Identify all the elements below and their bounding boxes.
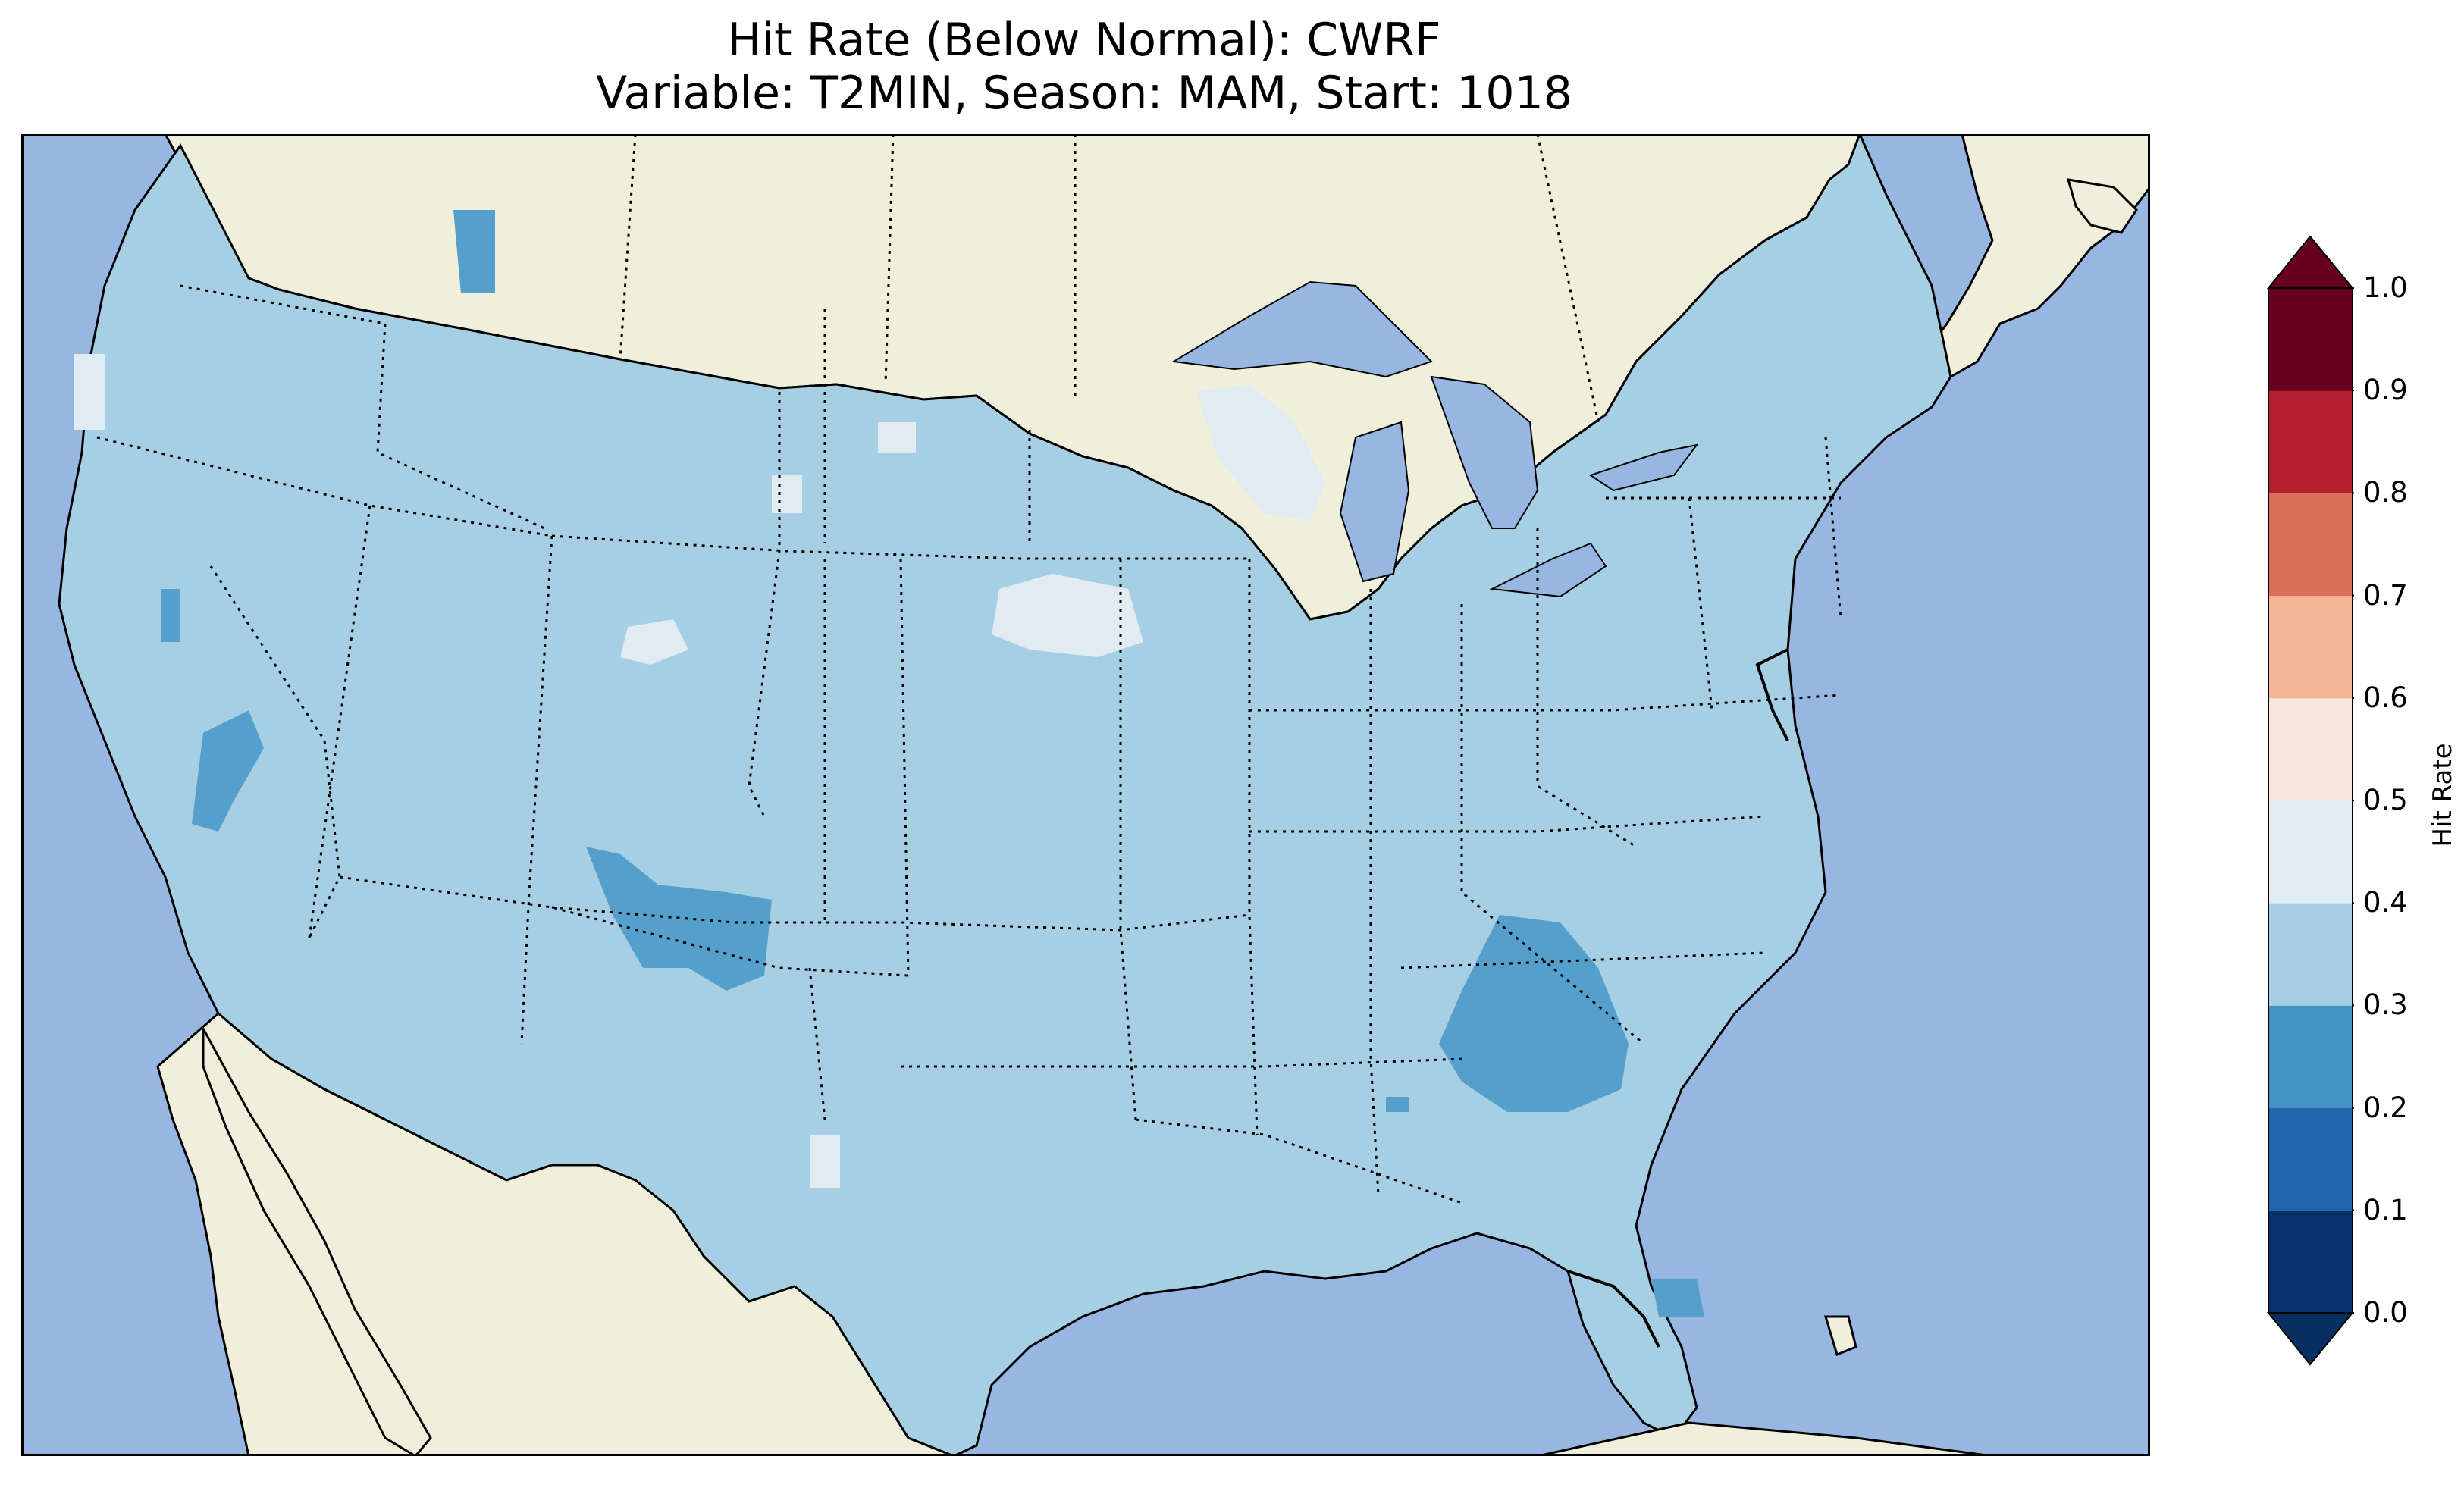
map-subtitle: Variable: T2MIN, Season: MAM, Start: 101…	[596, 67, 1572, 120]
province-boundaries	[619, 134, 1600, 423]
coastlines	[1567, 648, 1789, 1348]
colorbar-tick-label: 0.4	[2363, 886, 2408, 919]
colorbar-tick-label: 0.9	[2363, 374, 2408, 407]
colorbar-bin	[2268, 1107, 2353, 1211]
colorbar-tick-label: 0.7	[2363, 578, 2408, 612]
great-lakes	[1171, 280, 1699, 598]
colorbar-ticks	[2353, 287, 2354, 1314]
colorbar-label: Hit Rate	[2428, 743, 2458, 847]
bahamas-land	[1823, 1315, 1857, 1357]
colorbar-tick-label: 1.0	[2363, 271, 2408, 304]
colorbar-bin	[2268, 390, 2353, 493]
colorbar-bin	[2268, 697, 2353, 801]
cuba-land	[1537, 1421, 1993, 1456]
colorbar-bin	[2268, 288, 2353, 391]
colorbar-bin	[2268, 1210, 2353, 1314]
colorbar-extend-min	[2267, 1312, 2354, 1366]
colorbar-tick-label: 0.2	[2363, 1091, 2408, 1124]
baja-land	[202, 1028, 432, 1456]
newfoundland-land	[2066, 178, 2138, 234]
map-title: Hit Rate (Below Normal): CWRF	[727, 14, 1441, 67]
state-boundaries	[96, 284, 1842, 1204]
colorbar-bin	[2268, 903, 2353, 1006]
colorbar-tick-label: 0.1	[2363, 1193, 2408, 1226]
colorbar-bins	[2268, 288, 2353, 1314]
map-panel	[21, 134, 2150, 1456]
colorbar-tick-label: 0.3	[2363, 988, 2408, 1022]
colorbar-bin	[2268, 1005, 2353, 1109]
colorbar-bin	[2268, 595, 2353, 699]
map-frame	[21, 134, 2150, 1456]
colorbar-tick-label: 0.0	[2363, 1296, 2408, 1329]
colorbar-bin	[2268, 493, 2353, 597]
colorbar-tick-label: 0.5	[2363, 784, 2408, 816]
colorbar-bin	[2268, 800, 2353, 904]
colorbar-tick-label: 0.6	[2363, 681, 2408, 714]
colorbar	[2267, 235, 2354, 1366]
colorbar-extend-max	[2267, 235, 2354, 289]
colorbar-tick-label: 0.8	[2363, 476, 2408, 509]
